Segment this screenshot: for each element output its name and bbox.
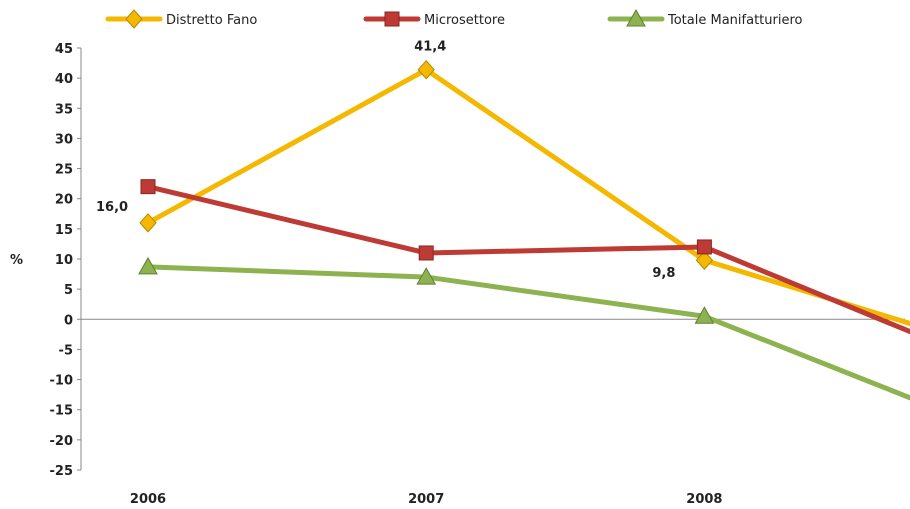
y-tick-label: 0 xyxy=(64,313,73,328)
x-axis-ticks: 200620072008200920102011 xyxy=(130,492,723,507)
legend-label: Microsettore xyxy=(424,13,505,28)
data-label: 9,8 xyxy=(652,266,675,281)
y-tick-label: 5 xyxy=(64,283,73,298)
y-tick-label: -10 xyxy=(50,374,74,389)
legend-label: Distretto Fano xyxy=(166,13,257,28)
axes xyxy=(80,48,905,470)
x-tick-label: 2007 xyxy=(408,492,444,507)
y-tick-label: 40 xyxy=(55,72,73,87)
series-line-0 xyxy=(145,67,910,327)
y-tick-label: 20 xyxy=(55,193,73,208)
series-lines xyxy=(145,67,910,401)
data-point-0-1 xyxy=(417,59,435,80)
data-point-0-2 xyxy=(695,250,714,270)
legend-item-1: Microsettore xyxy=(363,11,505,28)
y-tick-label: -20 xyxy=(50,434,74,449)
data-point-1-1 xyxy=(418,245,434,261)
y-tick-label: 15 xyxy=(55,223,73,238)
legend-item-2: Totale Manifatturiero xyxy=(607,8,803,28)
series-markers xyxy=(138,59,715,324)
data-point-1-2 xyxy=(696,239,712,255)
y-axis-label: % xyxy=(10,253,23,268)
legend-marker xyxy=(384,11,400,27)
x-tick-label: 2006 xyxy=(130,492,166,507)
data-point-0-0 xyxy=(139,213,157,233)
data-label: 16,0 xyxy=(96,200,128,215)
legend-item-0: Distretto Fano xyxy=(105,9,257,29)
data-point-2-1 xyxy=(416,267,437,285)
legend-label: Totale Manifatturiero xyxy=(667,13,803,28)
series-line-1 xyxy=(145,184,910,335)
y-tick-label: 25 xyxy=(55,163,73,178)
legend: Distretto Fano Microsettore Totale Manifat… xyxy=(105,8,803,29)
y-tick-label: 35 xyxy=(55,102,73,117)
data-point-1-0 xyxy=(140,179,156,195)
y-tick-label: 10 xyxy=(55,253,73,268)
x-tick-label: 2008 xyxy=(686,492,722,507)
data-point-2-0 xyxy=(138,256,158,275)
legend-marker xyxy=(125,9,143,29)
legend-marker xyxy=(626,8,646,27)
data-labels: 16,041,49,8-4,4-2,33,6 xyxy=(96,40,675,282)
data-label: 41,4 xyxy=(414,40,446,55)
series-line-2 xyxy=(145,264,910,401)
y-tick-label: -25 xyxy=(50,464,74,479)
y-tick-label: 45 xyxy=(55,42,73,57)
y-axis-ticks: 45 40 35 30 25 20 15 10 5 0 -5 -10 -15 -20 -25 xyxy=(50,42,81,479)
y-tick-label: 30 xyxy=(55,132,73,147)
data-point-2-2 xyxy=(694,306,715,324)
y-tick-label: -5 xyxy=(59,343,73,358)
y-tick-label: -15 xyxy=(50,404,74,419)
